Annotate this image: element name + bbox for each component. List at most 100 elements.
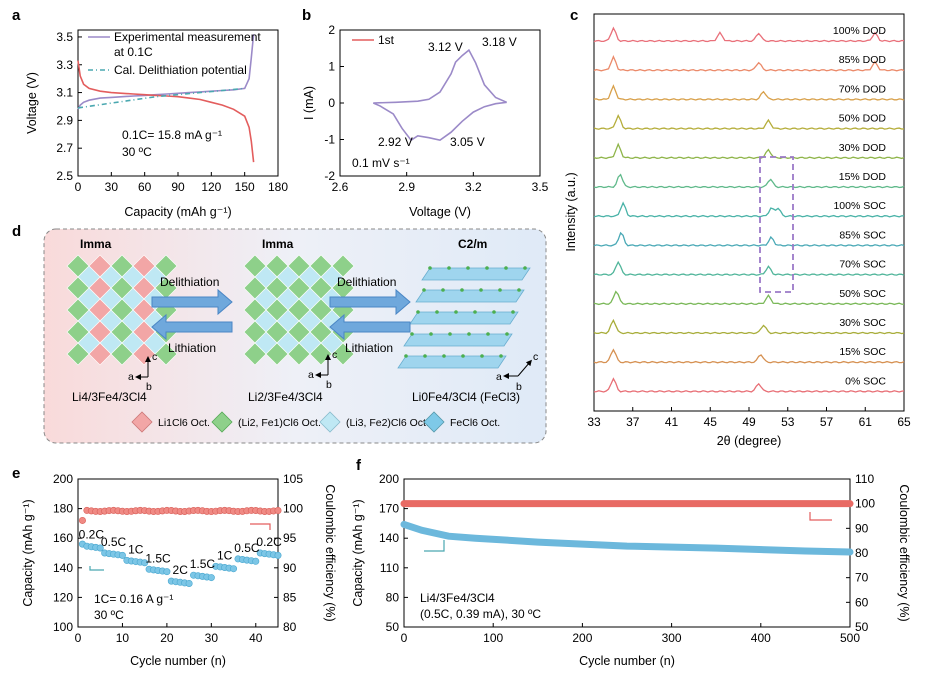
svg-text:b: b xyxy=(516,381,522,393)
xrd-label: 85% SOC xyxy=(839,229,886,241)
series-reduction xyxy=(372,101,507,142)
xrd-label: 70% DOD xyxy=(839,83,887,95)
octahedron xyxy=(331,342,355,366)
c-xtick-label: 61 xyxy=(859,415,873,429)
cl-atom xyxy=(511,310,515,314)
svg-text:a: a xyxy=(128,371,134,383)
formula-3: Li0Fe4/3Cl4 (FeCl3) xyxy=(412,390,520,404)
fecl3-layer xyxy=(415,289,525,303)
rate-label: 1C xyxy=(128,542,144,556)
panel-d: d Imma Imma C2/m Delithiation Lithiation… xyxy=(12,223,547,444)
capacity-point xyxy=(118,551,126,559)
xrd-label: 50% DOD xyxy=(839,113,887,125)
cl-atom xyxy=(447,266,451,270)
c-xtick-label: 37 xyxy=(626,415,640,429)
cl-atom xyxy=(404,354,408,358)
phase-1: Imma xyxy=(80,237,112,251)
a-ytick-label: 3.1 xyxy=(56,86,73,100)
f-xtick-label: 100 xyxy=(483,631,503,645)
xrd-label: 100% DOD xyxy=(833,25,887,37)
a-ytick-label: 2.5 xyxy=(56,169,73,183)
fecl3-layer xyxy=(397,355,507,369)
cl-atom xyxy=(428,266,432,270)
a-xtick-label: 0 xyxy=(75,180,82,194)
f2-ytick-label: 60 xyxy=(855,595,869,609)
legend-fe-swatch xyxy=(423,411,445,433)
panel-b-label: b xyxy=(302,7,311,24)
fecl3-layer xyxy=(409,311,519,325)
legend-li1-swatch xyxy=(131,411,153,433)
e2-ytick-label: 100 xyxy=(283,502,303,516)
svg-text:c: c xyxy=(332,349,337,361)
panel-a-temp-note: 30 ºC xyxy=(122,145,152,159)
panel-f-conditions: (0.5C, 0.39 mA), 30 ºC xyxy=(420,607,541,621)
cl-atom xyxy=(479,288,483,292)
svg-text:b: b xyxy=(146,381,152,393)
panel-a-ticks: 0 30 60 90 120 150 180 2.5 2.7 2.9 3.1 3.3 3.5 xyxy=(56,30,288,194)
panel-e-series xyxy=(78,506,282,587)
e-ytick-label: 120 xyxy=(53,590,73,604)
panel-e-ticks: 0 10 20 30 40 100 120 140 160 180 200 80 85 90 95 100 10… xyxy=(53,472,303,645)
cl-atom xyxy=(442,354,446,358)
pointer-ce-e xyxy=(250,523,271,530)
xrd-trace xyxy=(593,231,905,247)
c-xtick-label: 45 xyxy=(704,415,718,429)
axes-indicator-1: c a b xyxy=(128,351,157,393)
axes-indicator-2: c a b xyxy=(308,349,337,391)
f-xtick-label: 500 xyxy=(840,631,860,645)
panel-c-ylabel: Intensity (a.u.) xyxy=(564,172,578,251)
xrd-trace xyxy=(593,201,905,218)
panel-f-ticks: 0 100 200 300 400 500508011014017020050607080… xyxy=(379,472,875,645)
cl-atom xyxy=(486,332,490,336)
peak-2-92: 2.92 V xyxy=(378,135,413,149)
svg-text:b: b xyxy=(326,379,332,391)
f2-ytick-label: 80 xyxy=(855,546,869,560)
c-xtick-label: 49 xyxy=(742,415,756,429)
xrd-trace xyxy=(593,142,905,160)
capacity-point xyxy=(274,551,282,559)
panel-f-series xyxy=(400,500,854,556)
f-ytick-label: 110 xyxy=(380,561,399,575)
panel-b-ticks: 2.6 2.9 3.2 3.5 -2 -1 0 1 2 xyxy=(324,23,548,194)
cl-atom xyxy=(480,354,484,358)
label-delith-1: Delithiation xyxy=(160,275,219,289)
panel-f: f 0 100 200 300 400 5005080110140170200506070… xyxy=(351,457,911,668)
cl-atom xyxy=(504,266,508,270)
cl-atom xyxy=(492,310,496,314)
xrd-trace xyxy=(593,55,905,72)
cl-atom xyxy=(416,310,420,314)
label-lith-2: Lithiation xyxy=(345,341,393,355)
capacity-point xyxy=(185,579,193,587)
xrd-trace xyxy=(593,348,905,364)
octahedron xyxy=(265,342,289,366)
f-xtick-label: 300 xyxy=(662,631,682,645)
panel-e: e 0 10 20 30 40 100 120 140 160 180 200 80 85 90 95 100… xyxy=(12,465,337,668)
c-xtick-label: 57 xyxy=(820,415,834,429)
e2-ytick-label: 95 xyxy=(283,531,297,545)
e-xtick-label: 30 xyxy=(205,631,219,645)
capacity-band xyxy=(400,520,854,556)
panel-b: b 2.6 2.9 3.2 3.5 -2 -1 0 1 2 I (mA) Voltage (V)… xyxy=(302,7,549,219)
svg-text:c: c xyxy=(152,351,157,363)
f2-ytick-label: 50 xyxy=(855,620,869,634)
xrd-label: 85% DOD xyxy=(839,54,887,66)
xrd-trace xyxy=(593,84,905,101)
a-ytick-label: 2.7 xyxy=(56,141,73,155)
arrow-delith-1 xyxy=(151,288,233,316)
octahedron xyxy=(66,342,90,366)
capacity-point xyxy=(207,574,215,582)
cl-atom xyxy=(499,354,503,358)
panel-c: c 33 37 41 45 49 53 57 61 65 100% DOD 85% DOD 70% … xyxy=(564,7,911,448)
e-ytick-label: 180 xyxy=(53,502,73,516)
f-ytick-label: 200 xyxy=(379,472,399,486)
xrd-trace xyxy=(593,260,905,276)
panel-a-xlabel: Capacity (mAh g⁻¹) xyxy=(124,205,231,219)
legend-li2: (Li2, Fe1)Cl6 Oct. xyxy=(238,417,321,429)
panel-e-xlabel: Cycle number (n) xyxy=(130,654,226,668)
rate-label: 0.2C xyxy=(256,535,282,549)
lattice-li43 xyxy=(66,254,178,366)
xrd-label: 0% SOC xyxy=(845,375,886,387)
a-ytick-label: 2.9 xyxy=(56,113,73,127)
panel-c-series-labels: 100% DOD 85% DOD 70% DOD 50% DOD 30% DOD 15% … xyxy=(833,25,887,387)
f-xtick-label: 0 xyxy=(401,631,408,645)
